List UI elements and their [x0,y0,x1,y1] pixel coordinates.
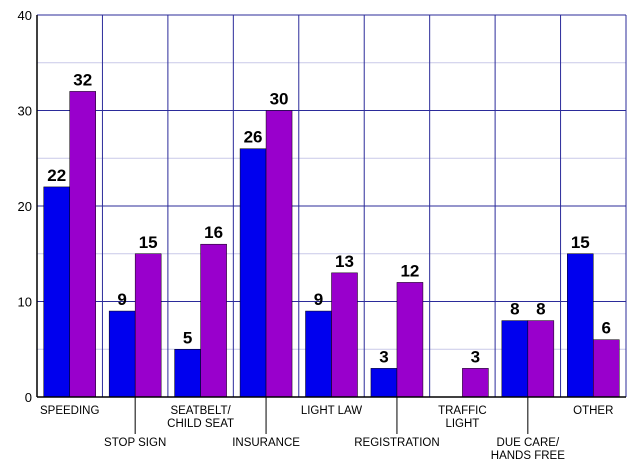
y-tick-label: 30 [18,104,32,119]
category-label: LIGHT LAW [301,405,362,417]
bar-series-2 [200,243,227,398]
labels: 0 10 20 30 40 22 32 9 15 5 16 26 30 9 13 3 12 3 8 8 15 6 SPEED… [18,8,614,462]
bar-series-2 [593,339,620,398]
bar-series-2 [134,253,162,398]
bar-series-1 [567,253,594,398]
category-label: SPEEDING [40,405,99,417]
bars [43,91,620,398]
bar-series-2 [462,368,489,398]
y-tick-label: 40 [18,8,32,23]
data-label: 13 [335,252,354,271]
bar-series-1 [501,320,529,398]
data-label: 3 [379,347,388,366]
bar-series-2 [69,91,96,398]
category-label: LIGHT [445,418,479,430]
category-label: INSURANCE [232,437,300,449]
data-label: 16 [204,223,223,242]
y-tick-label: 0 [25,390,32,405]
data-label: 12 [400,261,419,280]
data-label: 26 [244,128,263,147]
data-label: 9 [314,290,323,309]
bar-series-1 [305,310,332,398]
category-label: STOP SIGN [104,437,166,449]
data-label: 6 [602,319,611,338]
category-label: SEATBELT/ [170,405,231,417]
data-label: 9 [117,290,126,309]
category-label: CHILD SEAT [167,418,234,430]
data-label: 15 [139,233,158,252]
bar-series-1 [108,310,136,398]
category-label: TRAFFIC [438,405,487,417]
category-label: OTHER [573,405,613,417]
data-label: 32 [73,70,92,89]
data-label: 3 [471,347,480,366]
bar-series-1 [174,349,201,398]
bar-series-2 [265,110,293,398]
bar-series-1 [370,368,398,398]
bar-series-2 [396,282,424,398]
bar-series-2 [527,320,555,398]
data-label: 8 [510,300,519,319]
data-label: 30 [270,90,289,109]
axes [36,15,626,434]
data-label: 8 [536,300,545,319]
bar-series-2 [331,272,358,398]
data-label: 5 [183,328,192,347]
category-label: HANDS FREE [491,450,565,462]
data-label: 15 [571,233,590,252]
y-tick-label: 10 [18,295,32,310]
category-label: REGISTRATION [354,437,439,449]
y-tick-label: 20 [18,199,32,214]
bar-series-1 [43,186,70,398]
category-label: DUE CARE/ [497,437,560,449]
bar-series-1 [239,148,267,398]
data-label: 22 [47,166,66,185]
